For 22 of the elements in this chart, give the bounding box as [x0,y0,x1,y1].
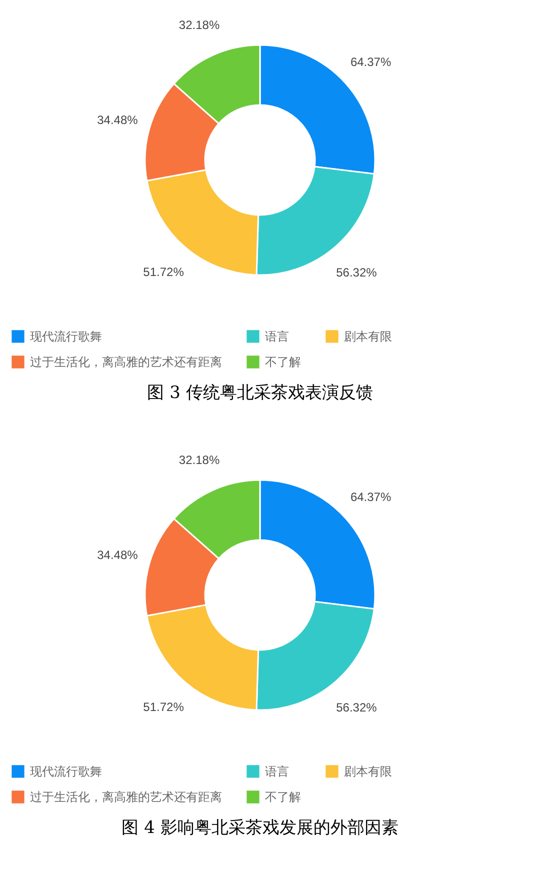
legend-label: 剧本有限 [344,764,392,778]
legend-label: 剧本有限 [344,329,392,344]
data-label: 51.72% [143,700,184,714]
data-label: 64.37% [350,54,392,69]
data-label: 32.18% [178,18,220,32]
legend-label: 过于生活化，离高雅的艺术还有距离 [30,790,222,804]
legend-label: 过于生活化，离高雅的艺术还有距离 [30,355,222,369]
data-label: 51.72% [143,265,184,280]
legend-label: 不了解 [265,790,301,804]
legend-label: 语言 [265,329,289,344]
legend-label: 语言 [265,764,289,778]
data-label: 56.32% [336,265,378,280]
legend-label: 现代流行歌舞 [30,329,102,344]
legend-label: 现代流行歌舞 [30,764,102,778]
text: 图 3 传统粤北采茶戏表演反馈 [147,383,373,403]
data-label: 34.48% [97,548,138,562]
text: 图 4 影响粤北采茶戏发展的外部因素 [122,818,398,838]
data-label: 64.37% [350,490,392,504]
data-label: 56.32% [336,700,378,714]
data-label: 34.48% [97,113,138,128]
data-label: 32.18% [178,453,220,468]
legend-label: 不了解 [265,355,301,369]
